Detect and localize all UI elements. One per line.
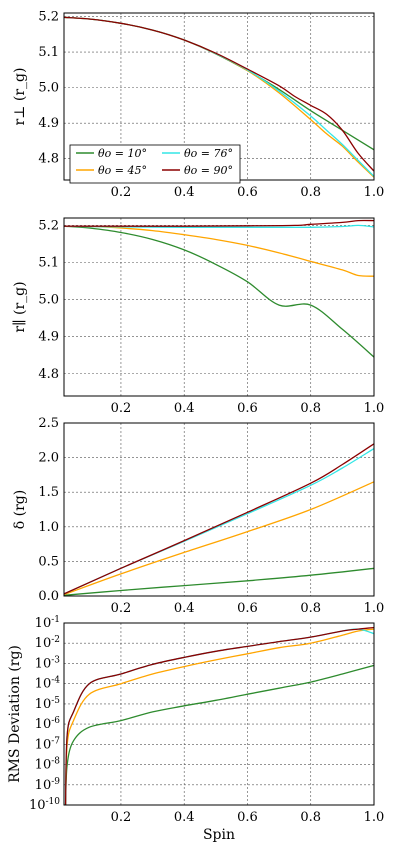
x-tick-label: 0.6: [237, 401, 258, 416]
x-tick-label: 0.2: [111, 401, 132, 416]
x-tick-label: 0.8: [300, 401, 321, 416]
y-tick-label: 10-4: [35, 676, 61, 692]
legend: θo = 10° θo = 45° θo = 76° θo = 90°: [69, 144, 241, 184]
series-line-3: [64, 224, 374, 228]
series-line-1: [64, 16, 374, 151]
plot-frame: [63, 217, 375, 397]
x-tick-label: 0.6: [237, 185, 258, 200]
x-tick-label: 0.2: [111, 810, 132, 825]
y-tick-label: 10-2: [35, 635, 60, 651]
chart-panel-3: 0.2 0.4 0.6 0.8 1.0 0.0 0.5 1.0 1.5 2.0 2.5 δ (rg): [12, 416, 384, 616]
x-tick-label: 0.2: [111, 601, 132, 616]
series-line-3: [64, 448, 374, 595]
x-tick-label: 0.2: [111, 185, 132, 200]
series-line-4: [64, 626, 374, 805]
y-tick-label: 10-1: [35, 615, 60, 631]
x-tick-label: 1.0: [364, 401, 385, 416]
y-tick-label: 2.0: [38, 451, 59, 466]
y-tick-label: 10-5: [35, 696, 61, 712]
series-line-4: [64, 443, 374, 595]
y-tick-label: 10-6: [35, 716, 61, 732]
series-line-2: [64, 481, 374, 596]
legend-entry: θo = 90°: [184, 164, 233, 177]
y-tick-label: 5.1: [38, 45, 59, 60]
y-tick-label: 4.9: [38, 330, 59, 345]
legend-entry: θo = 76°: [184, 147, 233, 160]
y-tick-label: 10-9: [35, 777, 61, 793]
x-tick-label: 1.0: [364, 601, 385, 616]
x-axis-label: Spin: [203, 827, 235, 843]
series-line-4: [64, 219, 374, 227]
series-line-1: [64, 225, 374, 358]
legend-entry: θo = 10°: [98, 147, 147, 160]
y-tick-label: 4.8: [38, 152, 59, 167]
y-tick-label: 0.5: [38, 554, 59, 569]
y-tick-label: 4.8: [38, 367, 59, 382]
y-tick-label: 10-10: [29, 797, 60, 813]
x-tick-label: 0.4: [174, 401, 195, 416]
x-tick-label: 0.4: [174, 185, 195, 200]
y-tick-label: 5.0: [38, 81, 59, 96]
x-tick-label: 0.4: [174, 601, 195, 616]
y-tick-label: 1.0: [38, 520, 59, 535]
y-tick-label: 5.2: [38, 10, 59, 25]
x-tick-label: 0.4: [174, 810, 195, 825]
x-tick-label: 1.0: [364, 810, 385, 825]
y-axis-label: RMS Deviation (rg): [7, 645, 23, 783]
y-tick-label: 0.0: [38, 589, 59, 604]
y-tick-label: 5.0: [38, 293, 59, 308]
chart-panel-2: 0.2 0.4 0.6 0.8 1.0 4.8 4.9 5.0 5.1 5.2 r∥ (r_g): [12, 217, 385, 416]
plot-frame: [63, 422, 375, 597]
y-tick-label: 2.5: [38, 416, 59, 431]
y-axis-label: r⊥ (r_g): [12, 68, 28, 126]
y-tick-label: 10-3: [35, 655, 61, 671]
x-tick-label: 0.8: [300, 601, 321, 616]
series-line-3: [64, 628, 374, 805]
series-line-2: [64, 225, 374, 277]
series-line-1: [64, 567, 374, 596]
series-line-1: [64, 664, 374, 805]
y-tick-label: 4.9: [38, 116, 59, 131]
series-line-2: [64, 628, 374, 805]
x-tick-label: 0.6: [237, 601, 258, 616]
legend-entry: θo = 45°: [98, 164, 147, 177]
chart-panel-4: 0.2 0.4 0.6 0.8 1.0 10-10 10-9 10-8 10-7 10-6 10-5…: [7, 615, 384, 843]
x-tick-label: 0.6: [237, 810, 258, 825]
series-line-4: [64, 16, 374, 172]
x-tick-label: 0.8: [300, 810, 321, 825]
y-axis-label: δ (rg): [12, 490, 28, 529]
y-axis-label: r∥ (r_g): [12, 281, 28, 332]
y-tick-label: 1.5: [38, 485, 59, 500]
x-tick-label: 1.0: [364, 185, 385, 200]
y-tick-label: 10-7: [35, 736, 61, 752]
y-tick-label: 5.2: [38, 218, 59, 233]
y-tick-label: 5.1: [38, 256, 59, 271]
plot-frame: [63, 622, 375, 806]
x-tick-label: 0.8: [300, 185, 321, 200]
chart-panel-1: 0.2 0.4 0.6 0.8 1.0 4.8 4.9 5.0 5.1 5.2 r⊥ (r_g) θo…: [12, 10, 384, 200]
y-tick-label: 10-8: [35, 757, 61, 773]
